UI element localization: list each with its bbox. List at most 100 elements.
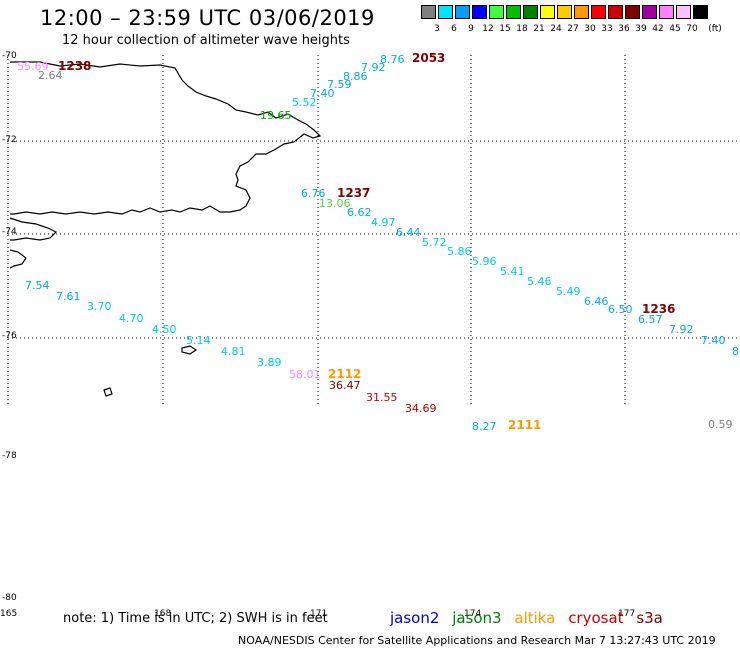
coastline-antarctica [10,61,322,215]
wave-height-value: 5.86 [447,245,472,258]
legend-value-label: 18 [516,24,528,34]
wave-height-value: 5.52 [292,96,317,109]
wave-height-value: 7.40 [701,334,726,347]
wave-height-value: 5.72 [422,236,447,249]
legend-value-label: 27 [567,24,579,34]
longitude-label: 165 [0,609,18,619]
wave-height-value: 7.61 [56,290,81,303]
wave-height-value: 3.89 [257,356,282,369]
legend-swatch [574,5,589,19]
pass-time-label: 1238 [58,59,92,73]
legend-swatch [693,5,708,19]
wave-height-value: 3.70 [87,300,112,313]
longitude-label: 168 [154,609,172,619]
wave-height-value: 7.92 [669,323,694,336]
satellite-cryosat-label: cryosat [568,609,624,627]
legend-value-label: 9 [468,24,474,34]
wave-height-value: 4.50 [152,323,177,336]
coastline-island [9,249,27,269]
wave-height-value: 4.97 [371,216,396,229]
legend-value-label: 12 [482,24,494,34]
pass-time-label: 2112 [328,367,362,381]
wave-height-value: 5.96 [472,255,497,268]
legend-swatch [489,5,504,19]
legend-swatch [472,5,487,19]
wave-height-value: 6.46 [584,295,609,308]
wave-height-value: 4.70 [119,312,144,325]
wave-height-value: 58.01 [289,368,321,381]
pass-time-label: 1236 [642,302,676,316]
footer-note: note: 1) Time is in UTC; 2) SWH is in fe… [63,611,328,626]
legend-value-label: 45 [669,24,681,34]
legend-value-label: 33 [601,24,613,34]
legend-value-label: 21 [533,24,545,34]
wave-height-value: 8 [732,345,739,358]
legend-swatch [659,5,674,19]
wave-height-value: 5.14 [186,334,211,347]
legend-value-label: 39 [635,24,647,34]
legend-swatch [676,5,691,19]
wave-height-value: 55.69 [17,60,49,73]
wave-height-value: 8.27 [472,420,497,433]
wave-height-value: 4.81 [221,345,246,358]
latitude-label: -74 [2,227,17,237]
latitude-label: -70 [2,51,17,61]
latitude-label: -72 [2,135,17,145]
credit-line: NOAA/NESDIS Center for Satellite Applica… [238,634,716,647]
legend-value-label: 24 [550,24,562,34]
wave-height-value: 6.44 [396,226,421,239]
wave-height-value: 19.65 [260,109,292,122]
legend-swatch [438,5,453,19]
longitude-label: 174 [464,609,482,619]
wave-height-value: 34.69 [405,402,437,415]
map-subtitle: 12 hour collection of altimeter wave hei… [62,33,350,48]
legend-unit-label: (ft) [708,24,722,34]
wave-height-value: 7.54 [25,279,50,292]
wave-height-value: 6.62 [347,206,372,219]
wave-height-value: 6.50 [608,303,633,316]
legend-swatch [625,5,640,19]
coastline-ice-shelf [9,217,58,241]
coastline [9,61,322,397]
latitude-label: -78 [2,451,17,461]
latitude-label: -80 [2,593,17,603]
legend-swatch [421,5,436,19]
wave-height-value: 31.55 [366,391,398,404]
legend-value-label: 36 [618,24,630,34]
coastline-island [103,387,113,397]
longitude-label: 171 [310,609,328,619]
wave-height-value: 5.46 [527,275,552,288]
satellite-jason3-label: jason3 [452,609,502,627]
wave-height-value: 0.59 [708,418,733,431]
legend-value-label: 6 [451,24,457,34]
satellite-legend: jason2 jason3 altika cryosat s3a [390,609,671,627]
legend-swatch [591,5,606,19]
wave-height-value: 7.59 [327,78,352,91]
map-title: 12:00 – 23:59 UTC 03/06/2019 [40,6,375,30]
coastline-island [181,345,198,355]
graticule [7,55,740,405]
wave-height-value: 8.76 [380,53,405,66]
wave-height-value: 6.57 [638,313,663,326]
wave-height-value: 36.47 [329,379,361,392]
legend-swatch [455,5,470,19]
legend-swatch [642,5,657,19]
wave-height-value: 7.40 [310,87,335,100]
wave-height-value: 13.06 [319,197,351,210]
wave-height-value: 5.49 [556,285,581,298]
legend-value-label: 3 [434,24,440,34]
legend-swatch [523,5,538,19]
legend-value-label: 70 [686,24,698,34]
legend-swatch [540,5,555,19]
legend-swatch [506,5,521,19]
wave-height-value: 2.64 [38,69,63,82]
wave-height-value: 5.41 [500,265,525,278]
satellite-jason2-label: jason2 [390,609,440,627]
legend-swatch [608,5,623,19]
legend-swatch [557,5,572,19]
wave-height-value: 7.92 [361,61,386,74]
legend-value-label: 42 [652,24,664,34]
latitude-label: -76 [2,331,17,341]
satellite-s3a-label: s3a [636,609,663,627]
